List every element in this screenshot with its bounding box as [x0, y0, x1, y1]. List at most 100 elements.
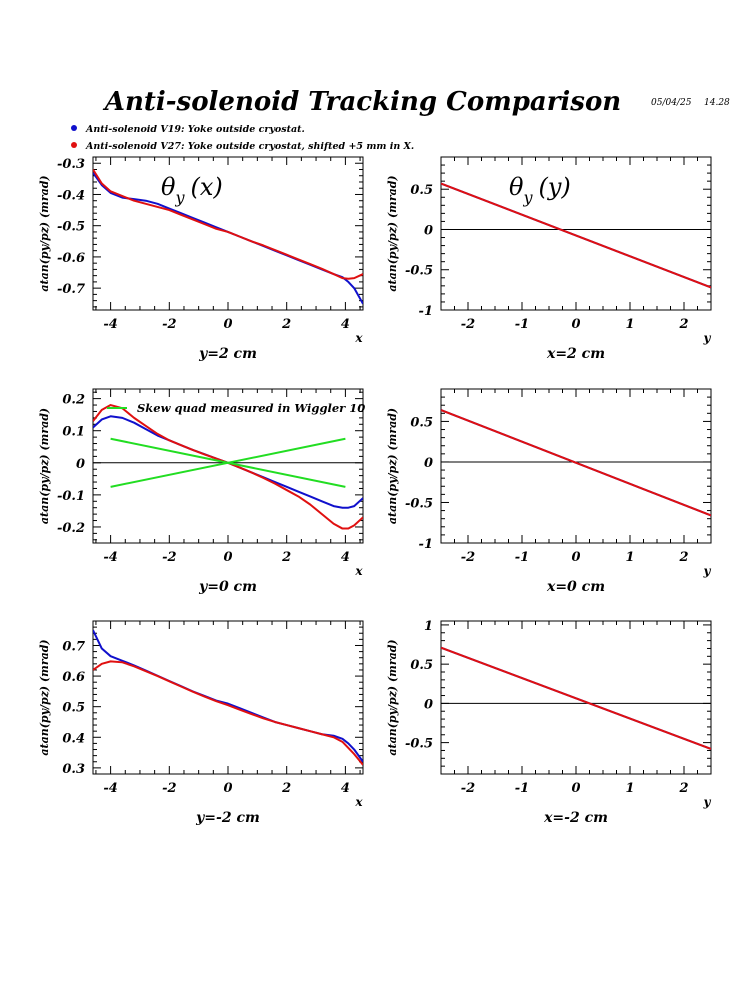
- x-tick-label: 4: [341, 781, 350, 796]
- x-tick-label: -2: [162, 317, 176, 332]
- x-tick-label: 1: [625, 317, 634, 332]
- panel-right-bottom: -2 -1 0 1 2 1 0.5 0 -0.5 y x=-2 cm atan(py/pz) (mra…: [386, 619, 712, 826]
- date-stamp: 05/04/25: [651, 98, 692, 108]
- panel-left-bottom: -4 -2 0 2 4 0.7 0.6 0.5 0.4 0.3 x y=-2 cm atan(py/pz…: [38, 620, 364, 826]
- panels: -4 -2 0 2 4 -0.3 -0.4 -0.5 -0.6 -0.7 x y=2 cm atan(p…: [38, 156, 712, 826]
- y-tick-label: -0.4: [57, 188, 85, 203]
- figure-title: Anti-solenoid Tracking Comparison: [102, 87, 621, 117]
- series-line: [441, 182, 711, 289]
- y-tick-label: 0.2: [62, 393, 85, 408]
- x-tick-label: 0: [571, 550, 580, 565]
- y-axis-label: atan(py/pz) (mrad): [38, 639, 51, 755]
- series-line: [93, 660, 363, 766]
- y-tick-label: 0.5: [410, 183, 433, 198]
- y-tick-label: -0.5: [405, 496, 433, 511]
- series-group: [93, 629, 363, 766]
- y-tick-label: 1: [424, 619, 433, 634]
- y-tick-label: 0.6: [62, 670, 85, 685]
- legend-marker-v27: [71, 142, 77, 148]
- series-line: [110, 437, 346, 488]
- x-tick-label: -4: [103, 550, 117, 565]
- x-tick-label: -4: [103, 317, 117, 332]
- x-axis-label: x=2 cm: [546, 346, 605, 362]
- y-tick-label: -0.1: [57, 489, 85, 504]
- x-tick-label: 2: [281, 781, 291, 796]
- x-axis-name: x: [354, 795, 363, 809]
- y-tick-label: -0.7: [57, 282, 85, 297]
- y-tick-label: 0.7: [62, 639, 85, 654]
- plot-frame: [92, 620, 364, 775]
- y-tick-label: -0.5: [57, 220, 85, 235]
- y-axis-label: atan(py/pz) (mrad): [386, 175, 399, 291]
- y-tick-label: 0: [424, 223, 433, 238]
- x-tick-label: 0: [571, 781, 580, 796]
- x-axis-name: x: [354, 564, 363, 578]
- y-tick-label: 0.1: [62, 425, 85, 440]
- series-line: [441, 409, 711, 517]
- x-axis-label: x=-2 cm: [543, 810, 608, 826]
- x-tick-label: 2: [281, 317, 291, 332]
- series-group: [441, 646, 711, 750]
- x-axis-name: x: [354, 331, 363, 345]
- y-tick-label: 0: [424, 456, 433, 471]
- x-axis-name: y: [703, 331, 712, 345]
- x-tick-label: 2: [678, 550, 688, 565]
- x-tick-label: 0: [223, 781, 232, 796]
- x-tick-label: -2: [461, 781, 475, 796]
- legend: Anti-solenoid V19: Yoke outside cryostat…: [71, 124, 414, 152]
- legend-label-v27: Anti-solenoid V27: Yoke outside cryostat…: [85, 141, 414, 152]
- x-tick-label: -1: [515, 781, 529, 796]
- legend-label-v19: Anti-solenoid V19: Yoke outside cryostat…: [85, 124, 305, 135]
- y-tick-label: 0: [76, 457, 85, 472]
- y-tick-label: 0.4: [62, 731, 85, 746]
- y-tick-label: -0.5: [405, 264, 433, 279]
- y-tick-label: -0.6: [57, 251, 85, 266]
- skew-annotation: Skew quad measured in Wiggler 10: [137, 401, 365, 415]
- y-tick-label: 0.5: [62, 701, 85, 716]
- x-tick-label: -4: [103, 781, 117, 796]
- y-tick-label: -0.3: [57, 157, 85, 172]
- x-tick-label: 4: [341, 317, 350, 332]
- x-tick-label: 1: [625, 550, 634, 565]
- x-tick-label: -1: [515, 317, 529, 332]
- x-axis-label: x=0 cm: [546, 579, 605, 595]
- y-tick-label: -0.5: [405, 737, 433, 752]
- x-tick-label: -2: [461, 550, 475, 565]
- y-tick-label: 0: [424, 697, 433, 712]
- x-tick-label: -2: [162, 550, 176, 565]
- y-axis-label: atan(py/pz) (mrad): [386, 408, 399, 524]
- x-axis-label: y=2 cm: [198, 346, 257, 362]
- panel-heading: θy (y): [509, 173, 571, 207]
- panel-heading: θy (x): [161, 173, 223, 207]
- series-group: [93, 404, 363, 530]
- series-group: [93, 168, 363, 305]
- x-axis-name: y: [703, 795, 712, 809]
- y-tick-label: 0.5: [410, 415, 433, 430]
- y-tick-label: 0.5: [410, 658, 433, 673]
- x-tick-label: 2: [678, 781, 688, 796]
- legend-marker-v19: [71, 125, 77, 131]
- x-tick-label: -2: [162, 781, 176, 796]
- plot-frame: [440, 156, 712, 311]
- series-group: [441, 409, 711, 517]
- series-group: [441, 182, 711, 289]
- x-axis-name: y: [703, 564, 712, 578]
- plot-frame: [92, 156, 364, 311]
- series-line: [93, 172, 363, 305]
- x-tick-label: 2: [678, 317, 688, 332]
- series-line: [93, 629, 363, 763]
- panel-left-top: -4 -2 0 2 4 -0.3 -0.4 -0.5 -0.6 -0.7 x y=2 cm atan(p…: [38, 156, 364, 362]
- x-axis-label: y=0 cm: [198, 579, 257, 595]
- y-axis-label: atan(py/pz) (mrad): [38, 175, 51, 291]
- y-axis-label: atan(py/pz) (mrad): [386, 639, 399, 755]
- x-tick-label: -2: [461, 317, 475, 332]
- panel-right-middle: -2 -1 0 1 2 0.5 0 -0.5 -1 y x=0 cm atan(py/pz) (mra…: [386, 388, 712, 595]
- panel-right-top: -2 -1 0 1 2 0.5 0 -0.5 -1 y x=2 cm atan(py/pz) (mra…: [386, 156, 712, 362]
- x-tick-label: 2: [281, 550, 291, 565]
- panel-left-middle: -4 -2 0 2 4 0.2 0.1 0 -0.1 -0.2 x y=0 cm atan(py/pz)…: [38, 388, 365, 595]
- y-axis-label: atan(py/pz) (mrad): [38, 408, 51, 524]
- time-stamp: 14.28: [704, 98, 730, 108]
- y-tick-label: 0.3: [62, 762, 85, 777]
- series-line: [93, 168, 363, 280]
